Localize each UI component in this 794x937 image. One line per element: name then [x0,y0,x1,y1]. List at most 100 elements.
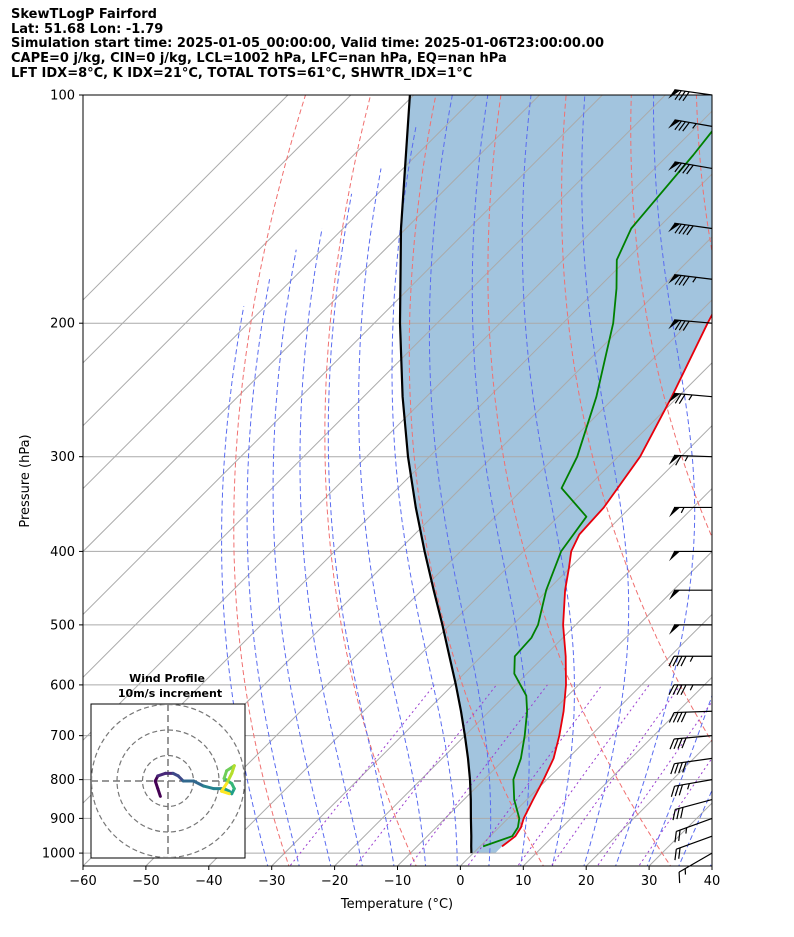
wind-barb-half-flag [684,455,689,462]
x-tick-label: −40 [195,874,222,889]
isotherm-line [83,95,477,490]
wind-barb-pennant [668,455,680,465]
moist-adiabat-lines [221,95,794,869]
moist-adiabat-line [678,789,712,866]
wind-barb-flag [678,121,686,131]
wind-barb-flag [678,163,686,173]
wind-barb-flag [682,320,690,331]
hodograph-grid [91,704,245,858]
sounding-profiles [398,95,712,854]
moist-adiabat-line [428,95,492,866]
wind-barb-flag [676,684,683,695]
mixing-ratio-line [289,684,435,866]
mixing-ratio-line [638,757,712,866]
wind-barb-flag [678,275,686,286]
y-tick-label: 800 [50,773,75,788]
hodograph-inset: Wind Profile 10m/s increment [90,672,246,859]
wind-barb-flag [672,712,679,723]
wind-barb-flag [674,762,679,774]
wind-barb-flag [678,394,686,404]
wind-barb-flag [674,120,682,131]
wind-barb-half-flag [680,507,685,514]
wind-barb-flag [682,761,687,773]
wind-barb [668,119,713,132]
title-station: SkewTLogP Fairford [11,7,157,22]
wind-barb-flag [680,655,687,667]
y-tick-label: 500 [50,618,75,633]
moist-adiabat-line [615,95,696,866]
wind-barb-flag [674,831,677,843]
temperature-profile-line [501,312,712,848]
hodograph-segment [225,771,234,786]
wind-barb-flag [674,275,682,285]
isotherm-line [208,362,712,866]
x-tick-label: 30 [641,874,658,889]
wind-barb [670,757,713,775]
dry-adiabat-line [561,95,712,743]
y-tick-label: 900 [50,812,75,827]
wind-barb-flag [675,455,682,466]
moist-adiabat-line [272,249,332,866]
x-tick-label: −20 [321,874,348,889]
y-tick-label: 300 [50,450,75,465]
wind-barb-pennant [668,89,681,99]
wind-barb-half-flag [689,655,694,662]
wind-barb [678,852,713,884]
moist-adiabat-line [299,228,363,866]
title-location: Lat: 51.68 Lon: -1.79 [11,21,164,37]
wind-barb-staff [674,757,713,765]
dry-adiabat-line [408,95,544,866]
wind-barb-flag [670,763,675,775]
wind-barb-staff [674,710,713,714]
wind-barb [669,624,712,635]
cape-cin-fill [400,95,712,854]
wind-barb-pennant [669,590,680,600]
hodograph-plot [91,704,245,858]
wind-barb [669,735,713,750]
isotherm-line [83,95,540,553]
wind-barb-staff [674,735,713,740]
wind-barb-flag [682,224,690,235]
moist-adiabat-line [740,95,794,869]
moist-adiabat-line [471,95,530,866]
wind-barb-pennant [669,551,680,562]
wind-barb-flag [678,872,681,884]
wind-barb-flag [669,738,675,750]
wind-barb [668,392,713,404]
hodograph-subtitle: 10m/s increment [118,687,222,700]
wind-barb-flag [682,276,690,286]
dry-adiabat-line [487,95,672,866]
isotherm-line [83,95,666,679]
wind-barb [672,799,713,821]
x-tick-label: −30 [258,874,285,889]
wind-barb-flag [672,809,676,821]
y-tick-label: 200 [50,317,75,332]
wind-barb-flag [678,224,686,235]
wind-barb-staff [674,779,713,787]
moist-adiabat-line [327,193,395,866]
hodograph-segment [192,779,206,788]
isotherm-line [397,550,712,866]
wind-barb-flag [672,655,679,667]
title-times: Simulation start time: 2025-01-05_00:00:… [11,36,604,52]
mixing-ratio-line [517,684,650,866]
x-tick-label: −10 [384,874,411,889]
wind-barb-staff [678,852,713,873]
wind-barb [669,589,712,600]
isotherm-line [83,95,415,427]
mixing-ratio-line [354,684,497,866]
hodograph-segment [202,784,216,791]
dry-adiabat-line [630,95,712,539]
isotherm-line [83,95,352,364]
wind-barb-flag [682,91,690,102]
wind-barb-flag [668,684,675,695]
y-tick-label: 1000 [42,847,75,862]
cin-shading [400,95,712,854]
wind-barb-flag [682,122,690,132]
y-tick-label: 100 [50,89,75,104]
wind-barb [668,161,713,175]
wind-barb-staff [675,799,713,810]
wind-barb-flag [681,737,687,749]
wind-barb-staff [676,817,713,832]
